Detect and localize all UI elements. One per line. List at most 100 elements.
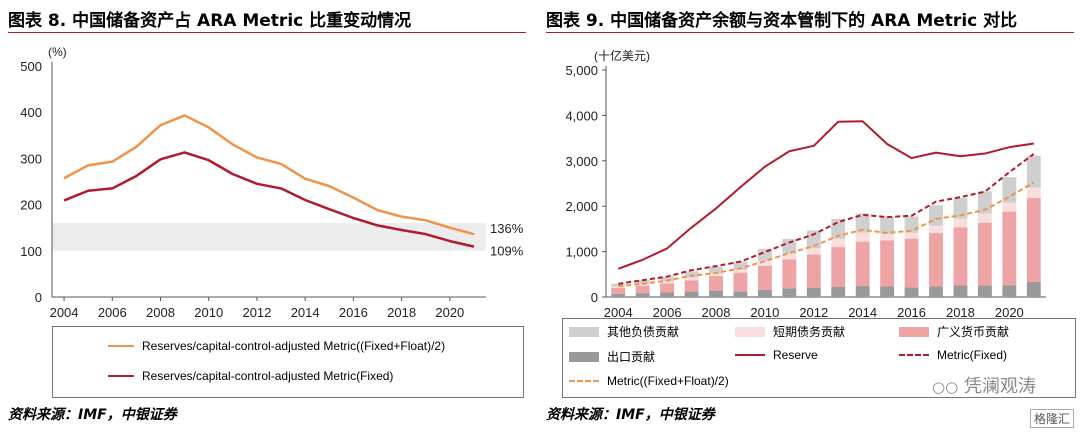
stacked-bar-segment (953, 197, 968, 219)
left-legend-item-float: Reserves/capital-control-adjusted Metric… (108, 339, 445, 353)
stacked-bar-segment (757, 289, 772, 297)
y-tick-label: 2,000 (565, 199, 598, 214)
legend-item-broad-money: 广义货币贡献 (899, 323, 1009, 340)
stacked-bar-segment (904, 287, 919, 297)
stacked-bar-segment (1026, 155, 1041, 188)
stacked-bar-segment (977, 222, 992, 286)
stacked-bar-segment (709, 273, 723, 277)
stacked-bar-segment (929, 205, 943, 226)
left-title-rule (8, 32, 526, 33)
legend-label: Metric(Fixed) (937, 348, 1008, 362)
series-line-metric-fixed (618, 153, 1035, 285)
stacked-bar-segment (1002, 285, 1017, 297)
legend-bar-swatch (569, 326, 599, 337)
legend-dashed-swatch (899, 354, 929, 356)
y-axis-unit: (%) (48, 45, 67, 59)
left-line-chart: 0 100 200 300 400 500 (%) 2004 2006 2008 2010 2012 2… (20, 45, 524, 320)
stacked-bar-segment (709, 290, 723, 297)
legend-line-swatch (108, 375, 134, 377)
stacked-bar-segment (684, 271, 699, 278)
y-axis-unit: (十亿美元) (594, 48, 650, 63)
stacked-bar-segment (855, 232, 870, 242)
y-tick-label: 0 (591, 290, 598, 305)
stacked-bar-segment (1002, 202, 1017, 212)
stacked-bar-segment (757, 265, 772, 290)
series-line-fixed (63, 151, 475, 248)
stacked-bar-segment (855, 286, 870, 297)
stacked-bar-segment (733, 269, 748, 273)
stacked-bar-segment (880, 233, 895, 241)
x-tick-label: 2012 (799, 305, 828, 320)
stacked-bar-segment (782, 259, 797, 289)
x-tick-label: 2018 (946, 305, 975, 320)
x-tick-label: 2004 (50, 305, 79, 320)
y-tick-label: 500 (20, 59, 42, 74)
y-tick-label: 100 (20, 244, 42, 259)
left-legend: Reserves/capital-control-adjusted Metric… (52, 326, 524, 398)
right-title-rule (546, 32, 1074, 33)
stacked-bar-segment (953, 227, 968, 286)
stacked-bar-segment (660, 281, 675, 284)
stacked-bar-segment (1002, 177, 1017, 203)
right-legend: 其他负债贡献 短期债务贡献 广义货币贡献 出口贡献 Reserve Metric… (562, 318, 1076, 398)
stacked-bar-segment (880, 286, 895, 297)
x-tick-label: 2014 (291, 305, 320, 320)
stacked-bar-segment (611, 293, 626, 297)
end-value-label: 136% (490, 221, 524, 236)
legend-bar-swatch (735, 326, 765, 337)
x-tick-label: 2014 (848, 305, 877, 320)
stacked-bar-segment (1002, 211, 1017, 286)
stacked-bar-segment (977, 213, 992, 223)
series-line-reserve (617, 120, 1034, 270)
y-tick-label: 1,000 (565, 245, 598, 260)
stacked-bar-segment (782, 288, 797, 297)
stacked-bar-segment (1026, 282, 1041, 297)
right-source: 资料来源：IMF，中银证券 (546, 407, 715, 423)
y-tick-label: 300 (20, 151, 42, 166)
x-tick-label: 2018 (387, 305, 416, 320)
stacked-bar-segment (806, 287, 821, 297)
stacked-bar-segment (757, 260, 772, 266)
y-tick-label: 400 (20, 105, 42, 120)
legend-item-other-liabilities: 其他负债贡献 (569, 323, 679, 340)
stacked-bar-segment (977, 285, 992, 297)
legend-item-metric-fixed: Metric(Fixed) (899, 348, 1007, 362)
stacked-bar-segment (977, 191, 992, 214)
legend-line-swatch (108, 345, 134, 347)
stacked-bar-segment (733, 291, 748, 297)
legend-bar-swatch (899, 326, 929, 337)
stacked-bar-segment (904, 238, 919, 288)
x-tick-label: 2016 (897, 305, 926, 320)
legend-label: 出口贡献 (607, 350, 656, 364)
stacked-bar-segment (806, 248, 821, 255)
legend-dashed-swatch (569, 380, 599, 382)
stacked-bar-segment (831, 238, 846, 248)
stacked-bar-segment (855, 213, 870, 233)
legend-item-exports: 出口贡献 (569, 348, 655, 365)
stacked-bar-segment (635, 285, 650, 294)
stacked-bar-segment (855, 241, 870, 287)
series-line-metric-avg (618, 181, 1035, 288)
stacked-bar-segment (929, 225, 943, 233)
end-value-label: 109% (490, 244, 524, 259)
x-tick-label: 2010 (750, 305, 779, 320)
stacked-bar-segment (1026, 187, 1041, 199)
x-tick-label: 2008 (702, 305, 731, 320)
right-combo-chart: 0 1,000 2,000 3,000 4,000 5,000(十亿美元) 2004 2006… (565, 48, 1046, 320)
stacked-bar-segment (929, 232, 943, 287)
y-tick-label: 5,000 (565, 63, 598, 78)
stacked-bar-segment (684, 291, 699, 297)
stacked-bar-segment (953, 218, 968, 228)
stacked-bar-segment (757, 248, 772, 261)
left-chart-title: 图表 8. 中国储备资产占 ARA Metric 比重变动情况 (8, 11, 412, 31)
stacked-bar-segment (953, 285, 968, 297)
stacked-bar-segment (684, 277, 699, 281)
x-tick-label: 2010 (194, 305, 223, 320)
stacked-bar-segment (831, 247, 846, 288)
y-tick-label: 4,000 (565, 108, 598, 123)
legend-label: Metric((Fixed+Float)/2) (607, 374, 729, 388)
y-tick-label: 3,000 (565, 154, 598, 169)
left-legend-item-fixed: Reserves/capital-control-adjusted Metric… (108, 369, 393, 383)
legend-label: 广义货币贡献 (937, 325, 1010, 339)
x-tick-label: 2006 (653, 305, 682, 320)
